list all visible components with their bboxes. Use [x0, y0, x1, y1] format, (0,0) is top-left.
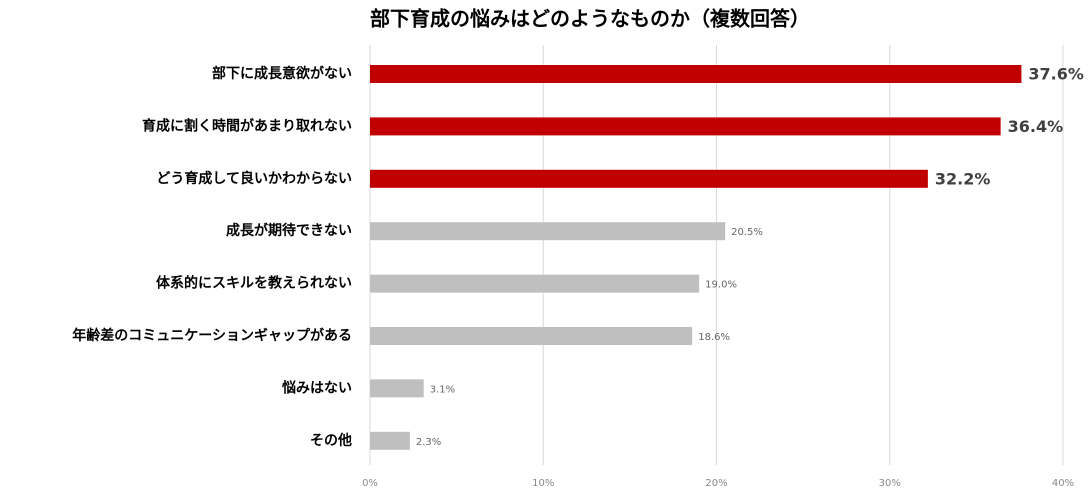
x-tick-label: 40% — [1052, 478, 1074, 489]
y-tick-label: 悩みはない — [282, 379, 352, 396]
bar — [370, 65, 1022, 83]
y-tick-label: 育成に割く時間があまり取れない — [142, 117, 352, 134]
x-tick-label: 0% — [362, 478, 378, 489]
value-label: 19.0% — [705, 280, 737, 291]
bar — [370, 169, 928, 188]
bar — [370, 327, 693, 345]
y-tick-label: 体系的にスキルを教えられない — [156, 275, 352, 292]
bar — [370, 274, 700, 293]
value-label: 3.1% — [430, 384, 455, 395]
chart-title: 部下育成の悩みはどのようなものか（複数回答） — [370, 7, 810, 31]
value-label: 37.6% — [1028, 65, 1084, 84]
y-tick-label: どう育成して良いかわからない — [156, 170, 352, 187]
value-label: 20.5% — [731, 227, 763, 238]
x-tick-label: 20% — [705, 478, 727, 489]
value-label: 2.3% — [416, 437, 441, 448]
bar — [370, 222, 726, 241]
y-tick-label: 成長が期待できない — [226, 222, 352, 239]
bar — [370, 379, 424, 398]
bar — [370, 117, 1001, 136]
value-label: 36.4% — [1008, 117, 1064, 136]
y-tick-label: その他 — [310, 432, 352, 449]
y-tick-label: 年齢差のコミュニケーションギャップがある — [72, 327, 352, 344]
x-tick-label: 10% — [532, 478, 554, 489]
value-label: 18.6% — [698, 332, 730, 343]
x-tick-label: 30% — [879, 478, 901, 489]
value-label: 32.2% — [935, 169, 991, 188]
bar — [370, 431, 410, 450]
y-tick-label: 部下に成長意欲がない — [212, 65, 352, 82]
